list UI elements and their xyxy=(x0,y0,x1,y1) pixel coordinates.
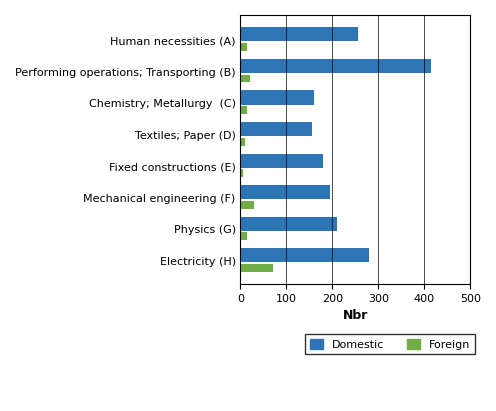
Bar xyxy=(241,75,249,83)
Legend: Domestic, Foreign: Domestic, Foreign xyxy=(306,334,475,354)
Bar xyxy=(241,43,248,51)
Bar xyxy=(241,90,314,104)
Bar xyxy=(241,59,432,73)
Bar xyxy=(241,217,337,231)
Bar xyxy=(241,169,243,177)
Bar xyxy=(241,233,248,240)
Bar xyxy=(241,185,330,199)
Bar xyxy=(241,154,323,168)
Bar xyxy=(241,264,273,272)
Bar xyxy=(241,138,245,145)
Bar xyxy=(241,201,254,209)
Bar xyxy=(241,106,248,114)
Bar xyxy=(241,122,312,136)
Bar xyxy=(241,248,370,263)
X-axis label: Nbr: Nbr xyxy=(343,309,368,323)
Bar xyxy=(241,27,358,42)
